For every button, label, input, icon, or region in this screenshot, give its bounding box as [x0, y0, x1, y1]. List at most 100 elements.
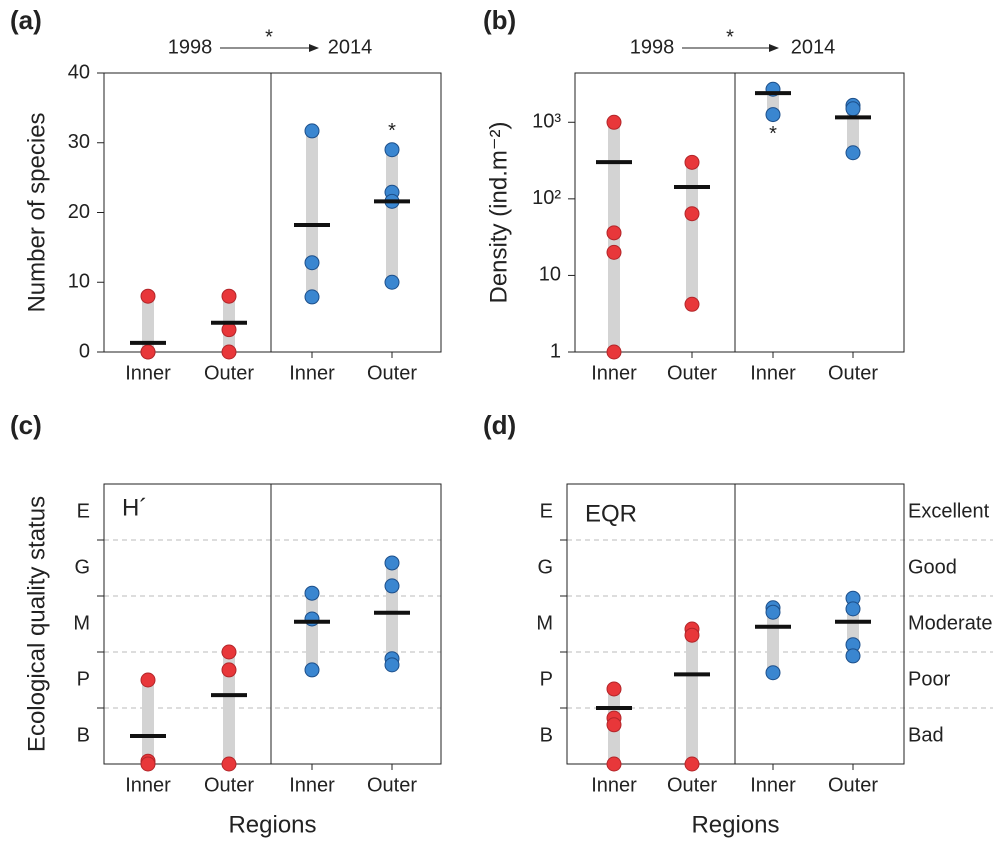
data-point — [221, 288, 237, 304]
range-bar — [142, 296, 154, 352]
y-tick-label: B — [540, 724, 553, 746]
x-axis-label: Regions — [228, 811, 316, 838]
data-point — [606, 344, 622, 360]
plot-frame — [103, 483, 442, 765]
data-point — [606, 244, 622, 260]
period-end: 2014 — [328, 36, 373, 58]
y-tick-label: M — [536, 612, 553, 634]
data-point — [304, 255, 320, 271]
data-point — [384, 274, 400, 290]
panel-label: (d) — [483, 410, 516, 440]
data-point — [221, 662, 237, 678]
data-point — [684, 627, 700, 643]
data-point — [845, 145, 861, 161]
range-bar — [686, 162, 698, 305]
y2-tick-label: Excellent — [908, 500, 990, 522]
data-point — [606, 225, 622, 241]
data-point — [140, 288, 156, 304]
period-note: * — [726, 26, 734, 48]
range-bar — [767, 607, 779, 673]
data-point — [684, 296, 700, 312]
data-point — [845, 101, 861, 117]
x-tick-label: Outer — [204, 774, 254, 796]
point-note: * — [388, 120, 396, 142]
range-bar — [306, 130, 318, 297]
data-point — [140, 756, 156, 772]
x-tick-label: Outer — [367, 774, 417, 796]
period-note: * — [265, 26, 273, 48]
period-start: 1998 — [168, 36, 213, 58]
data-point — [384, 657, 400, 673]
y2-tick-label: Poor — [908, 668, 951, 690]
range-bar — [686, 629, 698, 764]
y-tick-label: 1 — [550, 340, 561, 362]
y-tick-label: G — [537, 556, 553, 578]
y-tick-label: B — [77, 724, 90, 746]
data-point — [845, 648, 861, 664]
range-bar — [142, 680, 154, 764]
range-bar — [386, 149, 398, 283]
y-tick-label: P — [540, 668, 553, 690]
data-point — [606, 681, 622, 697]
x-tick-label: Inner — [750, 362, 796, 384]
panel-label: (c) — [10, 410, 42, 440]
y-axis-label: Density (ind.m⁻²) — [485, 121, 512, 303]
y-tick-label: M — [73, 612, 90, 634]
data-point — [384, 578, 400, 594]
y-tick-label: P — [77, 668, 90, 690]
data-point — [765, 604, 781, 620]
x-axis-label: Regions — [691, 811, 779, 838]
data-point — [606, 717, 622, 733]
point-note: * — [769, 123, 777, 145]
x-tick-label: Inner — [125, 362, 171, 384]
data-point — [140, 344, 156, 360]
y-tick-label: 10 — [539, 264, 561, 286]
x-tick-label: Outer — [667, 774, 717, 796]
data-point — [304, 585, 320, 601]
y-tick-label: E — [540, 500, 553, 522]
y2-tick-label: Moderate — [908, 612, 993, 634]
y-tick-label: 40 — [68, 61, 90, 83]
y-tick-label: 0 — [79, 340, 90, 362]
data-point — [845, 601, 861, 617]
data-point — [304, 123, 320, 139]
x-tick-label: Outer — [828, 362, 878, 384]
x-tick-label: Outer — [204, 362, 254, 384]
x-tick-label: Inner — [750, 774, 796, 796]
data-point — [765, 107, 781, 123]
data-point — [684, 756, 700, 772]
y-axis-label: Number of species — [23, 112, 50, 312]
y2-tick-label: Bad — [908, 724, 944, 746]
data-point — [221, 756, 237, 772]
panel-label: (b) — [483, 5, 516, 35]
data-point — [765, 665, 781, 681]
x-tick-label: Outer — [828, 774, 878, 796]
y-axis-label: Ecological quality status — [23, 496, 50, 752]
x-tick-label: Inner — [125, 774, 171, 796]
x-tick-label: Inner — [591, 774, 637, 796]
y-tick-label: 20 — [68, 201, 90, 223]
y-tick-label: 10 — [68, 271, 90, 293]
plot-frame — [574, 72, 905, 353]
y-tick-label: 10³ — [532, 111, 561, 133]
period-end: 2014 — [791, 36, 836, 58]
x-tick-label: Outer — [367, 362, 417, 384]
y-tick-label: E — [77, 500, 90, 522]
data-point — [606, 114, 622, 130]
y-tick-label: G — [74, 556, 90, 578]
period-start: 1998 — [630, 36, 675, 58]
index-label: EQR — [585, 500, 637, 527]
data-point — [606, 756, 622, 772]
y-tick-label: 10² — [532, 187, 561, 209]
index-label: H´ — [122, 494, 147, 521]
x-tick-label: Inner — [591, 362, 637, 384]
y2-tick-label: Good — [908, 556, 957, 578]
data-point — [384, 142, 400, 158]
range-bar — [306, 593, 318, 670]
data-point — [684, 206, 700, 222]
y-tick-label: 30 — [68, 131, 90, 153]
data-point — [221, 322, 237, 338]
data-point — [221, 344, 237, 360]
data-point — [304, 289, 320, 305]
x-tick-label: Inner — [289, 774, 335, 796]
